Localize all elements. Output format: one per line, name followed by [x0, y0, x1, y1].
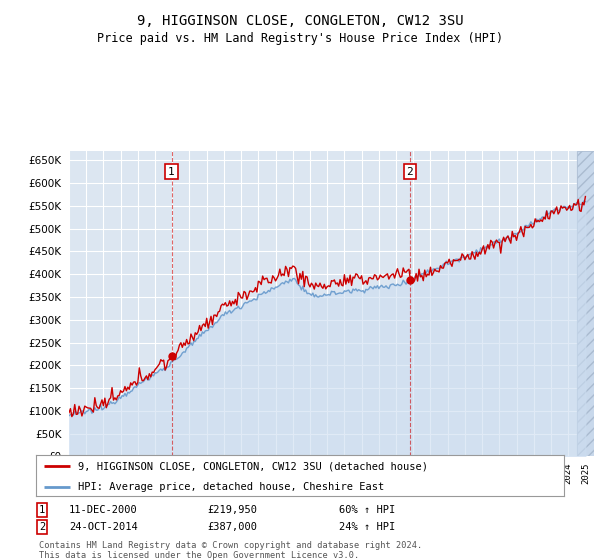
Text: Price paid vs. HM Land Registry's House Price Index (HPI): Price paid vs. HM Land Registry's House … [97, 32, 503, 45]
Text: 60% ↑ HPI: 60% ↑ HPI [339, 505, 395, 515]
Text: Contains HM Land Registry data © Crown copyright and database right 2024.
This d: Contains HM Land Registry data © Crown c… [39, 541, 422, 560]
Text: HPI: Average price, detached house, Cheshire East: HPI: Average price, detached house, Ches… [78, 482, 385, 492]
Bar [577, 151, 594, 456]
Text: 2: 2 [406, 167, 413, 177]
Text: 9, HIGGINSON CLOSE, CONGLETON, CW12 3SU: 9, HIGGINSON CLOSE, CONGLETON, CW12 3SU [137, 14, 463, 28]
Text: 11-DEC-2000: 11-DEC-2000 [69, 505, 138, 515]
Text: 24% ↑ HPI: 24% ↑ HPI [339, 522, 395, 532]
Text: 2: 2 [39, 522, 45, 532]
Text: 24-OCT-2014: 24-OCT-2014 [69, 522, 138, 532]
Text: 9, HIGGINSON CLOSE, CONGLETON, CW12 3SU (detached house): 9, HIGGINSON CLOSE, CONGLETON, CW12 3SU … [78, 461, 428, 471]
Bar [577, 151, 594, 456]
Text: 1: 1 [168, 167, 175, 177]
Text: £219,950: £219,950 [207, 505, 257, 515]
Text: 1: 1 [39, 505, 45, 515]
Text: £387,000: £387,000 [207, 522, 257, 532]
